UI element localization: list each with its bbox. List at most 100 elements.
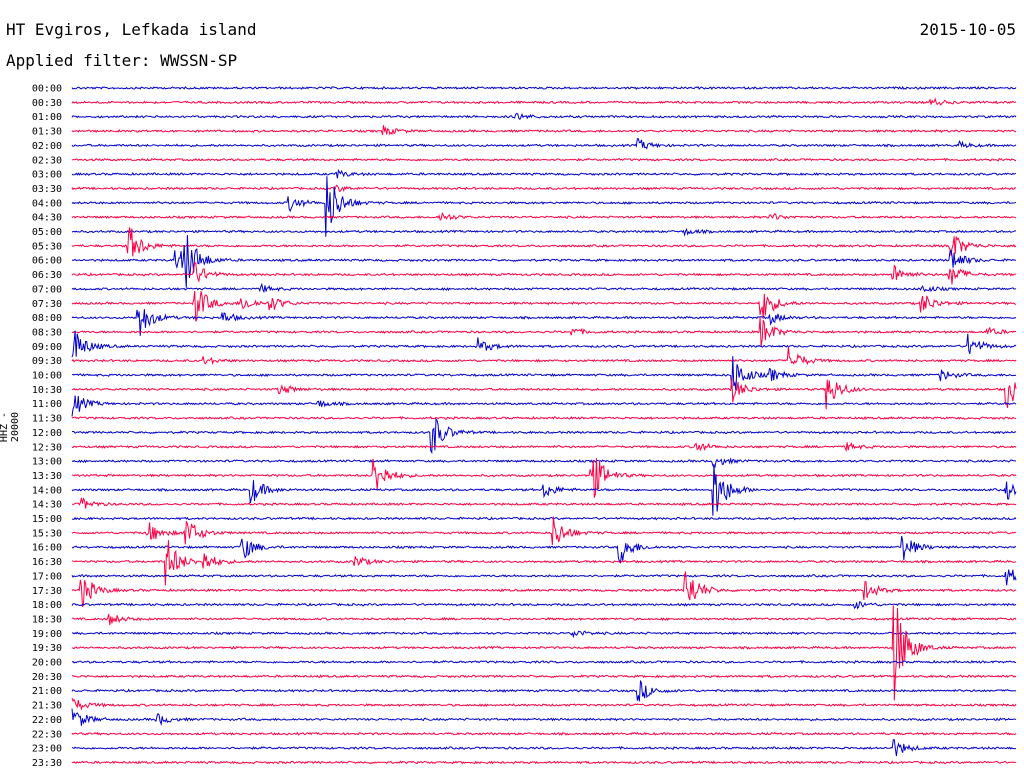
trace-line: [71, 697, 1017, 711]
row-label: 15:30: [32, 528, 62, 539]
row-label: 23:00: [32, 744, 62, 755]
row-label: 18:30: [32, 614, 62, 625]
trace-line: [71, 605, 1017, 701]
row-label: 15:00: [32, 514, 62, 525]
row-label: 03:30: [32, 184, 62, 195]
trace-line: [71, 377, 1017, 410]
date-label: 2015-10-05: [919, 20, 1016, 39]
trace-line: [71, 395, 1017, 417]
row-label: 17:00: [32, 571, 62, 582]
row-label: 11:00: [32, 399, 62, 410]
row-label: 05:30: [32, 241, 62, 252]
row-label: 09:00: [32, 342, 62, 353]
trace-line: [71, 630, 1017, 639]
row-label: 21:00: [32, 686, 62, 697]
trace-line: [71, 176, 1017, 237]
row-label: 20:00: [32, 658, 62, 669]
row-label: 16:30: [32, 557, 62, 568]
trace-line: [71, 262, 1016, 285]
trace-line: [71, 708, 1017, 726]
row-label: 13:00: [32, 457, 62, 468]
trace-line: [71, 659, 1017, 665]
trace-line: [71, 282, 1017, 294]
row-label: 19:30: [32, 643, 62, 654]
trace-line: [71, 415, 1017, 420]
row-label: 01:30: [32, 127, 62, 138]
trace-line: [71, 739, 1016, 757]
trace-line: [71, 569, 1017, 586]
row-label: 14:30: [32, 500, 62, 511]
row-label: 13:30: [32, 471, 62, 482]
trace-line: [71, 458, 1017, 498]
row-label: 04:30: [32, 213, 62, 224]
row-label: 12:30: [32, 442, 62, 453]
trace-line: [71, 570, 1016, 607]
trace-line: [71, 680, 1017, 702]
trace-line: [71, 317, 1017, 347]
trace-line: [71, 309, 1017, 336]
trace-line: [71, 125, 1017, 136]
trace-line: [71, 184, 1016, 193]
trace-line: [71, 463, 1017, 516]
trace-line: [71, 85, 1017, 91]
trace-line: [71, 97, 1017, 106]
trace-line: [71, 536, 1017, 564]
row-label: 02:00: [32, 141, 62, 152]
row-label: 14:00: [32, 485, 62, 496]
row-label: 10:00: [32, 371, 62, 382]
trace-line: [71, 227, 1017, 257]
trace-line: [71, 457, 1017, 468]
trace-line: [71, 330, 1017, 358]
row-label: 17:30: [32, 586, 62, 597]
row-label: 05:00: [32, 227, 62, 238]
row-label: 12:00: [32, 428, 62, 439]
row-label: 21:30: [32, 701, 62, 712]
trace-line: [71, 516, 1017, 545]
row-label: 10:30: [32, 385, 62, 396]
row-label: 22:00: [32, 715, 62, 726]
row-label: 09:30: [32, 356, 62, 367]
trace-line: [71, 169, 1017, 179]
trace-line: [71, 290, 1017, 322]
trace-line: [71, 540, 1017, 586]
trace-line: [71, 674, 1017, 679]
row-label: 08:00: [32, 313, 62, 324]
trace-line: [71, 417, 1017, 455]
row-label: 16:00: [32, 543, 62, 554]
trace-line: [71, 760, 1017, 765]
trace-line: [71, 600, 1017, 610]
trace-line: [71, 234, 1017, 288]
row-label: 22:30: [32, 729, 62, 740]
row-label: 03:00: [32, 170, 62, 181]
trace-line: [71, 441, 1017, 453]
row-label: 19:00: [32, 629, 62, 640]
row-label: 04:00: [32, 198, 62, 209]
row-label: 00:30: [32, 98, 62, 109]
trace-line: [71, 157, 1017, 162]
trace-line: [71, 112, 1017, 121]
trace-line: [71, 212, 1017, 221]
trace-line: [71, 346, 1017, 366]
row-label: 08:30: [32, 327, 62, 338]
station-title: HT Evgiros, Lefkada island: [6, 20, 257, 39]
row-label: 07:30: [32, 299, 62, 310]
trace-line: [71, 138, 1017, 150]
row-label: 20:30: [32, 672, 62, 683]
row-label: 00:00: [32, 84, 62, 95]
trace-line: [71, 613, 1017, 626]
row-label: 02:30: [32, 155, 62, 166]
row-label: 07:00: [32, 284, 62, 295]
filter-label: Applied filter: WWSSN-SP: [6, 51, 238, 70]
row-label: 06:00: [32, 256, 62, 267]
trace-line: [71, 227, 1017, 237]
row-label: 01:00: [32, 112, 62, 123]
trace-line: [71, 356, 1017, 391]
row-label: 11:30: [32, 414, 62, 425]
row-label: 18:00: [32, 600, 62, 611]
trace-line: [71, 731, 1017, 736]
trace-line: [71, 516, 1017, 521]
row-label: 23:30: [32, 758, 62, 769]
row-label: 06:30: [32, 270, 62, 281]
trace-line: [71, 497, 1017, 509]
